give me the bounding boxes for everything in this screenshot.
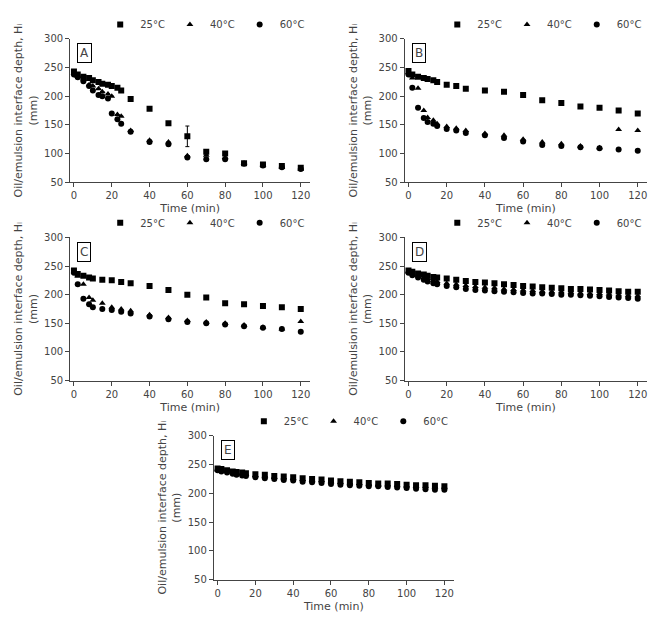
svg-text:20: 20: [105, 190, 118, 201]
svg-text:100: 100: [590, 190, 609, 201]
svg-text:60°C: 60°C: [617, 19, 642, 30]
svg-text:50: 50: [385, 375, 398, 386]
svg-text:60: 60: [517, 389, 530, 400]
svg-text:120: 120: [291, 190, 310, 201]
svg-text:60: 60: [181, 389, 194, 400]
svg-text:250: 250: [379, 261, 398, 272]
svg-text:Oil/emulsion interface depth,: Oil/emulsion interface depth, Hᵢ(mm): [347, 222, 374, 396]
svg-text:50: 50: [385, 177, 398, 188]
svg-text:0: 0: [71, 389, 77, 400]
svg-text:Time (min): Time (min): [495, 202, 556, 215]
svg-text:200: 200: [44, 91, 63, 102]
svg-text:120: 120: [628, 389, 647, 400]
svg-text:50: 50: [50, 375, 63, 386]
svg-text:150: 150: [379, 318, 398, 329]
svg-text:150: 150: [44, 119, 63, 130]
svg-text:25°C: 25°C: [140, 218, 165, 229]
svg-text:250: 250: [44, 62, 63, 73]
svg-text:E: E: [224, 443, 232, 457]
svg-text:80: 80: [555, 190, 568, 201]
svg-text:60: 60: [325, 588, 338, 599]
svg-text:D: D: [415, 245, 424, 259]
svg-text:Time (min): Time (min): [303, 600, 364, 613]
svg-text:50: 50: [194, 574, 207, 585]
svg-text:250: 250: [379, 62, 398, 73]
svg-text:150: 150: [44, 318, 63, 329]
svg-text:60°C: 60°C: [280, 19, 305, 30]
svg-text:120: 120: [435, 588, 454, 599]
svg-text:250: 250: [188, 459, 207, 470]
svg-text:100: 100: [253, 190, 272, 201]
svg-text:0: 0: [405, 389, 411, 400]
svg-text:20: 20: [440, 389, 453, 400]
svg-text:A: A: [80, 46, 89, 60]
svg-text:100: 100: [253, 389, 272, 400]
svg-text:60: 60: [517, 190, 530, 201]
svg-text:60°C: 60°C: [423, 416, 448, 427]
svg-text:80: 80: [219, 190, 232, 201]
svg-text:20: 20: [105, 389, 118, 400]
svg-text:200: 200: [379, 289, 398, 300]
svg-text:40: 40: [479, 190, 492, 201]
svg-text:40°C: 40°C: [354, 416, 379, 427]
svg-text:Oil/emulsion interface depth,: Oil/emulsion interface depth, Hᵢ(mm): [347, 24, 374, 198]
svg-text:Time (min): Time (min): [159, 401, 220, 414]
svg-text:Oil/emulsion interface depth,: Oil/emulsion interface depth, Hᵢ(mm): [12, 24, 39, 198]
svg-text:200: 200: [188, 488, 207, 499]
svg-text:25°C: 25°C: [477, 19, 502, 30]
svg-text:B: B: [415, 46, 423, 60]
svg-text:Oil/emulsion interface depth,: Oil/emulsion interface depth, Hᵢ(mm): [156, 421, 183, 595]
svg-text:100: 100: [379, 148, 398, 159]
svg-text:40°C: 40°C: [547, 218, 572, 229]
svg-text:300: 300: [44, 33, 63, 44]
svg-text:0: 0: [71, 190, 77, 201]
svg-text:40°C: 40°C: [210, 218, 235, 229]
svg-text:120: 120: [291, 389, 310, 400]
svg-text:80: 80: [219, 389, 232, 400]
svg-text:25°C: 25°C: [477, 218, 502, 229]
svg-text:150: 150: [379, 119, 398, 130]
svg-text:60°C: 60°C: [280, 218, 305, 229]
svg-text:200: 200: [379, 91, 398, 102]
svg-text:60°C: 60°C: [617, 218, 642, 229]
svg-text:40°C: 40°C: [547, 19, 572, 30]
svg-text:40°C: 40°C: [210, 19, 235, 30]
svg-text:100: 100: [397, 588, 416, 599]
svg-text:40: 40: [479, 389, 492, 400]
svg-text:60: 60: [181, 190, 194, 201]
svg-text:20: 20: [249, 588, 262, 599]
svg-text:Time (min): Time (min): [159, 202, 220, 215]
svg-text:20: 20: [440, 190, 453, 201]
svg-text:300: 300: [44, 232, 63, 243]
svg-text:40: 40: [143, 190, 156, 201]
svg-text:0: 0: [405, 190, 411, 201]
svg-text:100: 100: [590, 389, 609, 400]
svg-text:40: 40: [287, 588, 300, 599]
svg-text:100: 100: [379, 346, 398, 357]
svg-text:200: 200: [44, 289, 63, 300]
svg-text:150: 150: [188, 517, 207, 528]
svg-text:100: 100: [44, 148, 63, 159]
svg-text:300: 300: [379, 33, 398, 44]
svg-text:25°C: 25°C: [140, 19, 165, 30]
svg-text:100: 100: [188, 545, 207, 556]
svg-text:0: 0: [214, 588, 220, 599]
svg-text:80: 80: [362, 588, 375, 599]
svg-text:25°C: 25°C: [284, 416, 309, 427]
svg-text:C: C: [80, 245, 88, 259]
svg-text:100: 100: [44, 346, 63, 357]
svg-text:Time (min): Time (min): [495, 401, 556, 414]
svg-text:Oil/emulsion interface depth,: Oil/emulsion interface depth, Hᵢ(mm): [12, 222, 39, 396]
svg-text:120: 120: [628, 190, 647, 201]
svg-text:250: 250: [44, 261, 63, 272]
svg-text:300: 300: [188, 430, 207, 441]
svg-text:50: 50: [50, 177, 63, 188]
svg-text:300: 300: [379, 232, 398, 243]
svg-text:40: 40: [143, 389, 156, 400]
svg-text:80: 80: [555, 389, 568, 400]
